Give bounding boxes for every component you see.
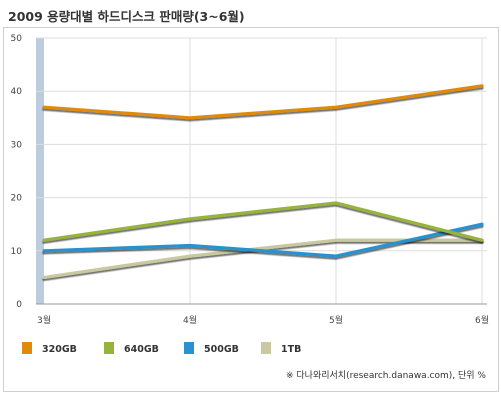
legend-label-500gb: 500GB — [204, 344, 239, 355]
axis-band — [36, 38, 44, 304]
x-tick-label-3: 5월 — [329, 314, 343, 326]
plot-area — [36, 38, 487, 304]
x-tick-label-1: 3월 — [37, 314, 51, 326]
y-tick-label-30: 30 — [11, 140, 23, 150]
y-tick-label-0: 0 — [16, 300, 22, 310]
legend-label-1tb: 1TB — [281, 344, 301, 355]
legend-swatch-1tb — [261, 342, 271, 354]
source-note: ※ 다나와리서치(research.danawa.com), 단위 % — [286, 369, 486, 381]
legend-swatch-320gb — [22, 342, 32, 354]
chart-title: 2009 용량대별 하드디스크 판매량(3~6월) — [8, 9, 245, 24]
series-line-320gb — [42, 84, 484, 120]
x-tick-label-4: 6월 — [475, 314, 489, 326]
legend-swatch-500gb — [184, 342, 194, 354]
y-tick-label-40: 40 — [11, 87, 23, 97]
y-tick-label-20: 20 — [11, 194, 23, 204]
y-axis-ticks: 0 10 20 30 40 50 — [11, 34, 23, 310]
x-tick-label-2: 4월 — [183, 314, 197, 326]
series-lines — [42, 84, 484, 279]
plot-background — [36, 38, 487, 304]
y-tick-label-50: 50 — [11, 34, 23, 44]
legend-swatch-640gb — [104, 342, 114, 354]
legend-label-320gb: 320GB — [42, 344, 77, 355]
grid-lines — [36, 37, 487, 305]
y-tick-label-10: 10 — [11, 247, 23, 257]
series-line-500gb — [42, 222, 484, 258]
series-line-640gb — [42, 201, 484, 242]
legend: 320GB 640GB 500GB 1TB — [22, 342, 301, 355]
legend-label-640gb: 640GB — [124, 344, 159, 355]
x-axis-ticks: 3월 4월 5월 6월 — [37, 314, 489, 326]
